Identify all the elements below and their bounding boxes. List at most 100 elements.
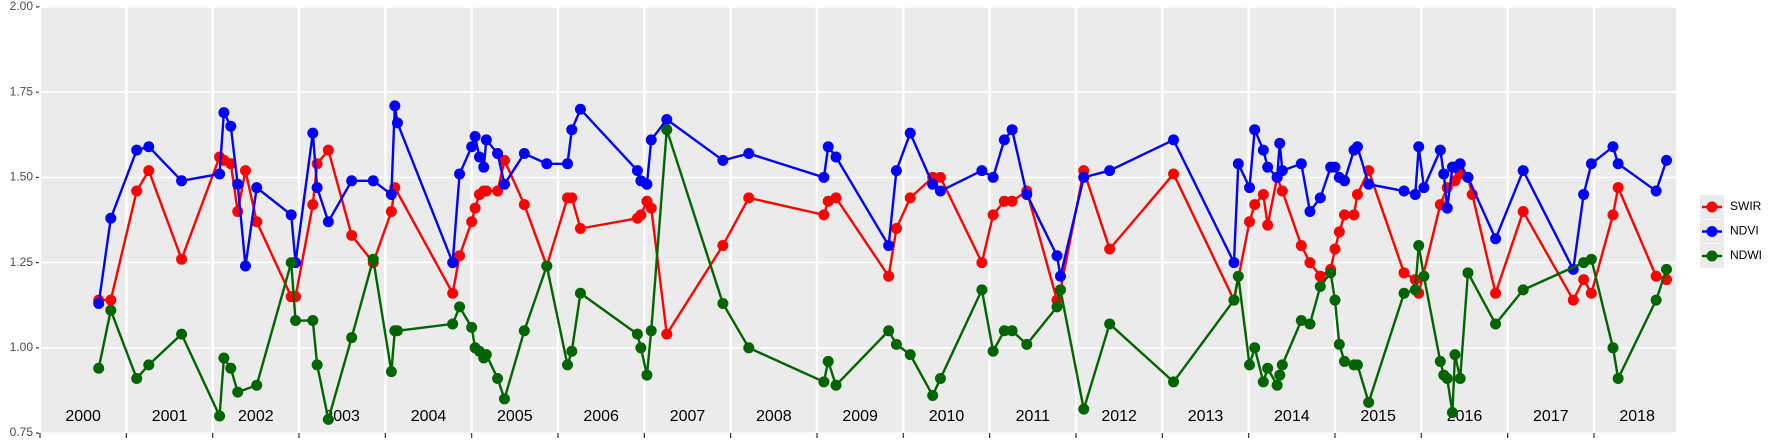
data-point	[1449, 349, 1461, 361]
data-point	[1351, 188, 1363, 200]
data-point	[391, 325, 403, 337]
data-point	[1661, 263, 1673, 275]
data-point	[105, 212, 117, 224]
data-point	[1329, 243, 1341, 255]
data-point	[1021, 188, 1033, 200]
data-point	[1244, 182, 1256, 194]
data-point	[1314, 280, 1326, 292]
year-label: 2015	[1360, 408, 1396, 425]
data-point	[1363, 178, 1375, 190]
data-point	[934, 372, 946, 384]
data-point	[566, 192, 578, 204]
data-point	[478, 161, 490, 173]
data-point	[307, 199, 319, 211]
data-point	[225, 158, 237, 170]
data-point	[927, 178, 939, 190]
data-point	[131, 372, 143, 384]
data-point	[239, 260, 251, 272]
data-point	[1078, 403, 1090, 415]
data-point	[1168, 134, 1180, 146]
data-point	[561, 158, 573, 170]
data-point	[883, 325, 895, 337]
data-point	[367, 175, 379, 187]
data-point	[1351, 359, 1363, 371]
data-point	[661, 113, 673, 125]
data-point	[311, 158, 323, 170]
data-point	[447, 257, 459, 269]
data-point	[1650, 270, 1662, 282]
data-point	[1249, 124, 1261, 136]
data-point	[1567, 294, 1579, 306]
data-point	[1244, 359, 1256, 371]
data-point	[1363, 396, 1375, 408]
data-point	[176, 175, 188, 187]
data-point	[934, 171, 946, 183]
data-point	[1232, 158, 1244, 170]
data-point	[883, 270, 895, 282]
data-point	[1441, 202, 1453, 214]
data-point	[1462, 171, 1474, 183]
data-point	[322, 216, 334, 228]
data-point	[1348, 209, 1360, 221]
year-label: 2017	[1533, 408, 1569, 425]
data-point	[1262, 362, 1274, 374]
data-point	[131, 144, 143, 156]
data-point	[1295, 240, 1307, 252]
data-point	[311, 182, 323, 194]
data-point	[1338, 175, 1350, 187]
data-point	[987, 345, 999, 357]
data-point	[285, 257, 297, 269]
data-point	[661, 328, 673, 340]
data-point	[987, 209, 999, 221]
data-point	[1257, 188, 1269, 200]
legend-label: NDWI	[1730, 248, 1762, 262]
data-point	[976, 165, 988, 177]
data-point	[1517, 284, 1529, 296]
data-point	[518, 199, 530, 211]
data-point	[176, 328, 188, 340]
data-point	[635, 209, 647, 221]
data-point	[1304, 205, 1316, 217]
data-point	[447, 287, 459, 299]
data-point	[1276, 359, 1288, 371]
data-point	[717, 240, 729, 252]
data-point	[574, 223, 586, 235]
data-point	[1276, 185, 1288, 197]
data-point	[1517, 165, 1529, 177]
data-point	[105, 294, 117, 306]
data-point	[1607, 141, 1619, 153]
data-point	[645, 325, 657, 337]
data-point	[251, 216, 263, 228]
legend-point	[1706, 226, 1718, 237]
data-point	[218, 352, 230, 364]
data-point	[661, 124, 673, 136]
data-point	[1585, 253, 1597, 265]
data-point	[93, 362, 105, 374]
data-point	[385, 188, 397, 200]
data-point	[1054, 284, 1066, 296]
data-point	[346, 229, 358, 241]
data-point	[1333, 226, 1345, 238]
data-point	[143, 359, 155, 371]
data-point	[93, 297, 105, 309]
data-point	[818, 376, 830, 388]
data-point	[1351, 141, 1363, 153]
data-point	[1295, 158, 1307, 170]
data-point	[518, 325, 530, 337]
data-point	[1517, 205, 1529, 217]
data-point	[818, 209, 830, 221]
data-point	[1244, 216, 1256, 228]
data-point	[1441, 372, 1453, 384]
year-label: 2004	[411, 408, 447, 425]
data-point	[218, 107, 230, 119]
data-point	[251, 182, 263, 194]
data-point	[822, 355, 834, 367]
data-point	[830, 192, 842, 204]
data-point	[1446, 407, 1458, 419]
legend-label: NDVI	[1730, 224, 1759, 238]
data-point	[214, 410, 226, 422]
data-point	[1585, 158, 1597, 170]
data-point	[1612, 372, 1624, 384]
data-point	[635, 342, 647, 354]
data-point	[561, 359, 573, 371]
